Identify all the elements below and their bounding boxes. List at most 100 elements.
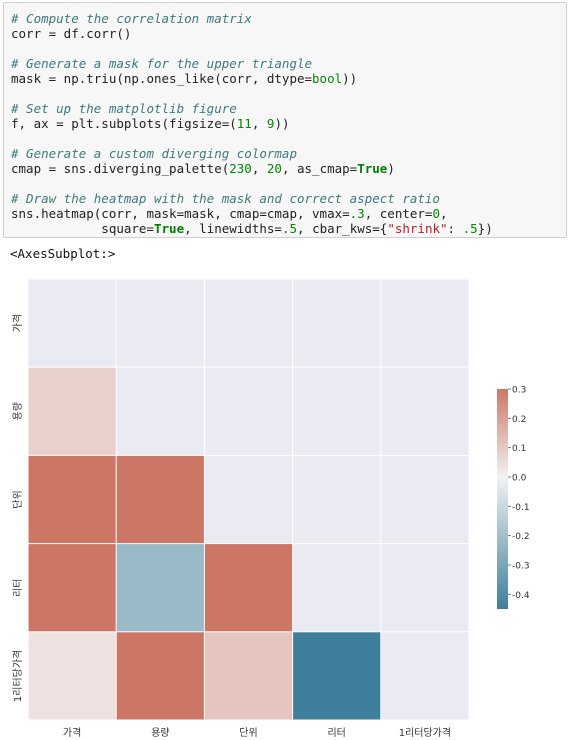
heatmap-cell bbox=[28, 367, 116, 455]
heatmap-cell bbox=[28, 544, 116, 632]
output-repr: <AxesSubplot:> bbox=[10, 246, 116, 261]
colorbar-tick-label: 0.2 bbox=[512, 415, 526, 425]
heatmap-cell-masked bbox=[204, 279, 293, 367]
code-line: sns.heatmap(corr, mask=mask, cmap=cmap, … bbox=[11, 206, 566, 221]
colorbar-tick-label: 0.3 bbox=[512, 386, 526, 396]
code-line bbox=[11, 176, 566, 191]
heatmap-cell-masked bbox=[381, 632, 469, 720]
code-token: True bbox=[154, 221, 185, 236]
code-token: , bbox=[439, 206, 448, 221]
code-token: True bbox=[357, 161, 388, 176]
colorbar-tick-label: 0.0 bbox=[512, 474, 527, 484]
heatmap-cell-masked bbox=[293, 544, 381, 632]
code-token: }) bbox=[477, 221, 493, 236]
code-token: bool bbox=[312, 71, 343, 86]
colorbar-tick-label: -0.2 bbox=[512, 532, 530, 542]
code-token: , bbox=[251, 161, 267, 176]
code-line bbox=[11, 131, 566, 146]
code-token: sns.heatmap(corr, mask=mask, cmap=cmap, … bbox=[11, 206, 350, 221]
code-line: cmap = sns.diverging_palette(230, 20, as… bbox=[11, 161, 566, 176]
code-input-cell[interactable]: # Compute the correlation matrix corr = d… bbox=[3, 2, 567, 238]
heatmap-cell-masked bbox=[381, 455, 469, 544]
heatmap-cell-masked bbox=[116, 279, 204, 367]
heatmap-cell-masked bbox=[204, 455, 293, 544]
code-line: mask = np.triu(np.ones_like(corr, dtype=… bbox=[11, 71, 566, 86]
code-token: )) bbox=[342, 71, 358, 86]
heatmap-cell-masked bbox=[293, 279, 381, 367]
x-tick-label: 1리터당가격 bbox=[399, 726, 451, 739]
y-tick-label: 가격 bbox=[11, 314, 24, 332]
code-line: # Set up the matplotlib figure bbox=[11, 101, 566, 116]
code-token: # Compute the correlation matrix bbox=[11, 11, 252, 26]
heatmap-cell bbox=[204, 632, 293, 720]
code-token: , center= bbox=[364, 206, 433, 221]
heatmap-cell-masked bbox=[381, 367, 469, 455]
code-token: ) bbox=[387, 161, 395, 176]
code-token: .5 bbox=[281, 221, 298, 236]
code-line: # Compute the correlation matrix bbox=[11, 11, 566, 26]
code-line: # Draw the heatmap with the mask and cor… bbox=[11, 191, 566, 206]
heatmap-cell-masked bbox=[116, 367, 204, 455]
code-token: 230 bbox=[229, 161, 252, 176]
colorbar-tick-label: -0.1 bbox=[512, 503, 530, 513]
y-tick-label: 1리터당가격 bbox=[11, 650, 24, 702]
code-line: # Generate a custom diverging colormap bbox=[11, 146, 566, 161]
colorbar-ticks: 0.3 0.2 0.1 0.0 -0.1 -0.2 -0.3 -0.4 bbox=[508, 386, 530, 601]
heatmap-cell-masked bbox=[293, 455, 381, 544]
code-token: # Draw the heatmap with the mask and cor… bbox=[11, 191, 440, 206]
code-token: , as_cmap= bbox=[281, 161, 358, 176]
heatmap-cell-masked bbox=[204, 367, 293, 455]
code-token: mask = np.triu(np.ones_like(corr, dtype= bbox=[11, 71, 313, 86]
heatmap-cell bbox=[116, 544, 204, 632]
colorbar-tick-label: -0.4 bbox=[512, 591, 530, 601]
code-line bbox=[11, 86, 566, 101]
code-line: # Generate a mask for the upper triangle bbox=[11, 56, 566, 71]
code-token: # Set up the matplotlib figure bbox=[11, 101, 237, 116]
code-editor[interactable]: # Compute the correlation matrix corr = d… bbox=[11, 11, 566, 236]
code-token: # Generate a custom diverging colormap bbox=[11, 146, 297, 161]
code-token: .5 bbox=[462, 221, 478, 236]
code-line bbox=[11, 41, 566, 56]
code-token: , cbar_kws={ bbox=[297, 221, 388, 236]
heatmap-cell bbox=[28, 632, 116, 720]
heatmap-cells bbox=[28, 279, 469, 720]
heatmap-cell bbox=[116, 455, 204, 544]
heatmap-cell bbox=[28, 455, 116, 544]
code-token: 9 bbox=[266, 116, 275, 131]
code-token: , linewidths= bbox=[184, 221, 282, 236]
heatmap-cell-masked bbox=[28, 279, 116, 367]
code-token: cmap = sns.diverging_palette( bbox=[11, 161, 230, 176]
x-tick-label: 용량 bbox=[151, 727, 169, 739]
code-token: .3 bbox=[349, 206, 365, 221]
code-line: f, ax = plt.subplots(figsize=(11, 9)) bbox=[11, 116, 566, 131]
code-token: square= bbox=[11, 221, 154, 236]
heatmap-cell bbox=[116, 632, 204, 720]
heatmap-cell-masked bbox=[381, 544, 469, 632]
code-token: f, ax = plt.subplots(figsize=( bbox=[11, 116, 237, 131]
code-line: corr = df.corr() bbox=[11, 26, 566, 41]
x-tick-label: 단위 bbox=[239, 726, 257, 739]
heatmap-cell-masked bbox=[381, 279, 469, 367]
colorbar-tick-label: 0.1 bbox=[512, 444, 526, 454]
code-token: corr = df.corr() bbox=[11, 26, 132, 41]
colorbar-tick-label: -0.3 bbox=[512, 562, 530, 572]
heatmap-cell bbox=[293, 632, 381, 720]
colorbar bbox=[497, 389, 508, 609]
code-token: , bbox=[251, 116, 267, 131]
code-token: )) bbox=[274, 116, 290, 131]
x-tick-labels: 가격 용량 단위 리터 1리터당가격 bbox=[63, 726, 451, 739]
y-tick-label: 용량 bbox=[12, 402, 24, 420]
x-tick-label: 가격 bbox=[63, 726, 81, 739]
heatmap-cell bbox=[204, 544, 293, 632]
code-token: "shrink" bbox=[387, 221, 448, 236]
y-tick-label: 리터 bbox=[12, 578, 24, 596]
code-line: square=True, linewidths=.5, cbar_kws={"s… bbox=[11, 221, 566, 236]
code-token: # Generate a mask for the upper triangle bbox=[11, 56, 313, 71]
code-token: 20 bbox=[266, 161, 282, 176]
x-tick-label: 리터 bbox=[327, 727, 345, 739]
code-token: 11 bbox=[236, 116, 252, 131]
heatmap-cell-masked bbox=[293, 367, 381, 455]
y-tick-label: 단위 bbox=[11, 490, 24, 508]
